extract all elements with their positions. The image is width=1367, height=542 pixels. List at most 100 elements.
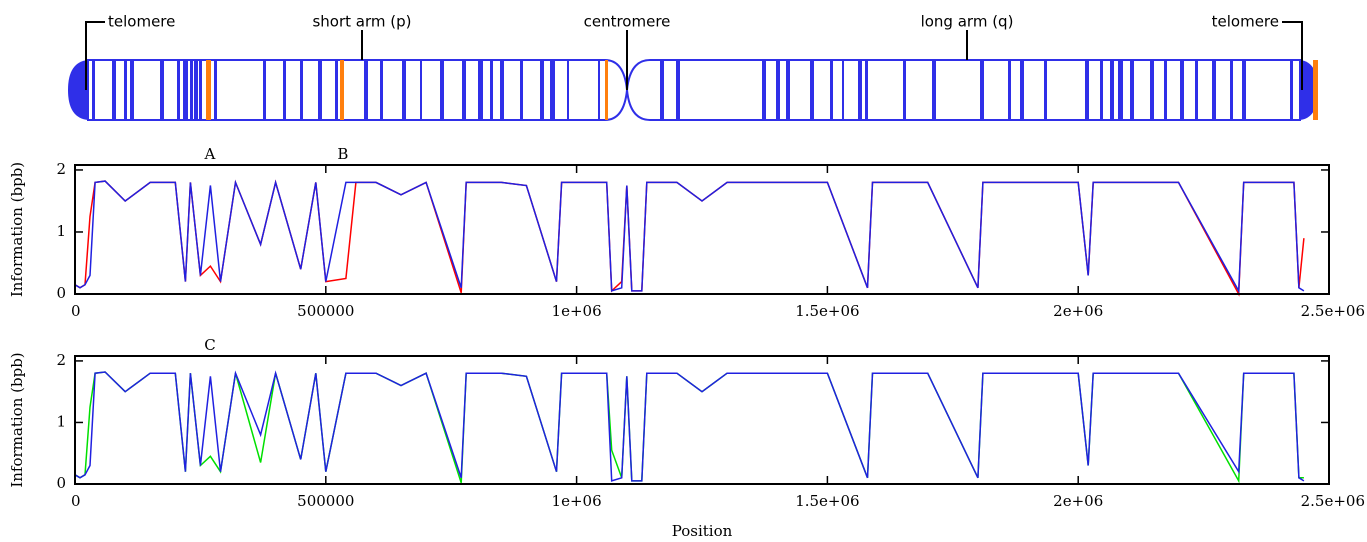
band <box>1195 60 1198 120</box>
leader-line <box>85 21 105 90</box>
x-tick-label: 500000 <box>297 492 354 510</box>
band <box>340 60 344 120</box>
band <box>1313 60 1318 120</box>
label: telomere <box>1212 13 1279 31</box>
band <box>214 60 217 120</box>
data-line <box>74 179 1305 297</box>
y-axis-label: Information (bpb) <box>8 162 26 297</box>
x-tick-label: 1.5e+06 <box>795 492 859 510</box>
plot-frame <box>74 355 1330 485</box>
band <box>776 60 780 120</box>
band <box>1118 60 1123 120</box>
band <box>1180 60 1184 120</box>
x-tick-label: 1e+06 <box>552 302 602 320</box>
band <box>520 60 523 120</box>
y-tick-label: 1 <box>56 412 66 430</box>
band <box>300 60 303 120</box>
band <box>160 60 164 120</box>
band <box>112 60 116 120</box>
band <box>1044 60 1047 120</box>
band <box>830 60 833 120</box>
band <box>206 60 211 120</box>
band <box>263 60 266 120</box>
x-tick-label: 2.5e+06 <box>1301 302 1365 320</box>
band <box>190 60 193 120</box>
band <box>1008 60 1011 120</box>
band <box>550 60 555 120</box>
chromosome-ideogram: telomere short arm (p) centromere long a… <box>68 13 1318 121</box>
x-tick-label: 2.5e+06 <box>1301 492 1365 510</box>
band <box>786 60 790 120</box>
x-tick-label: 2e+06 <box>1053 302 1103 320</box>
x-tick-label: 0 <box>71 302 81 320</box>
band <box>500 60 504 120</box>
data-line <box>74 370 1305 482</box>
band <box>177 60 180 120</box>
annotation: C <box>204 336 215 354</box>
band <box>810 60 814 120</box>
band <box>124 60 127 120</box>
band <box>462 60 466 120</box>
label: centromere <box>584 13 671 31</box>
band <box>676 60 680 120</box>
x-tick-label: 500000 <box>297 302 354 320</box>
band <box>1100 60 1103 120</box>
band <box>420 60 422 120</box>
band <box>567 60 569 120</box>
plot-frame <box>74 164 1330 295</box>
band <box>490 60 493 120</box>
band <box>283 60 286 120</box>
long-arm <box>625 59 1301 121</box>
band <box>1130 60 1134 120</box>
y-tick-label: 1 <box>56 222 66 240</box>
band <box>762 60 766 120</box>
telomere-cap <box>68 60 88 120</box>
band <box>1085 60 1089 120</box>
data-line <box>74 371 1304 484</box>
band <box>605 60 608 120</box>
band <box>598 60 600 120</box>
band <box>980 60 984 120</box>
band <box>1150 60 1154 120</box>
label: telomere <box>108 13 175 31</box>
x-tick-label: 0 <box>71 492 81 510</box>
band <box>380 60 383 120</box>
band <box>440 60 444 120</box>
band <box>199 60 202 120</box>
band <box>1164 60 1167 120</box>
leader-line <box>1282 21 1303 90</box>
data-line <box>74 179 1305 294</box>
y-tick-label: 2 <box>56 351 66 369</box>
band <box>1290 60 1293 120</box>
y-tick-label: 2 <box>56 160 66 178</box>
band <box>903 60 906 120</box>
band <box>932 60 936 120</box>
y-tick-label: 0 <box>56 284 66 302</box>
band <box>858 60 862 120</box>
band <box>865 60 868 120</box>
band <box>183 60 188 120</box>
band <box>130 60 134 120</box>
band <box>1242 60 1246 120</box>
band <box>1020 60 1024 120</box>
band <box>194 60 198 120</box>
band <box>1212 60 1216 120</box>
band <box>335 60 338 120</box>
annotation: B <box>337 145 348 163</box>
band <box>660 60 664 120</box>
y-tick-label: 0 <box>56 474 66 492</box>
band <box>92 60 95 120</box>
band <box>402 60 406 120</box>
band <box>842 60 844 120</box>
x-tick-label: 1.5e+06 <box>795 302 859 320</box>
y-axis-label: Information (bpb) <box>8 352 26 487</box>
band <box>1110 60 1114 120</box>
band <box>364 60 368 120</box>
label: long arm (q) <box>921 13 1014 31</box>
band <box>478 60 483 120</box>
x-tick-label: 1e+06 <box>552 492 602 510</box>
short-arm <box>87 59 629 121</box>
band <box>1230 60 1233 120</box>
x-axis-label: Position <box>672 522 733 540</box>
